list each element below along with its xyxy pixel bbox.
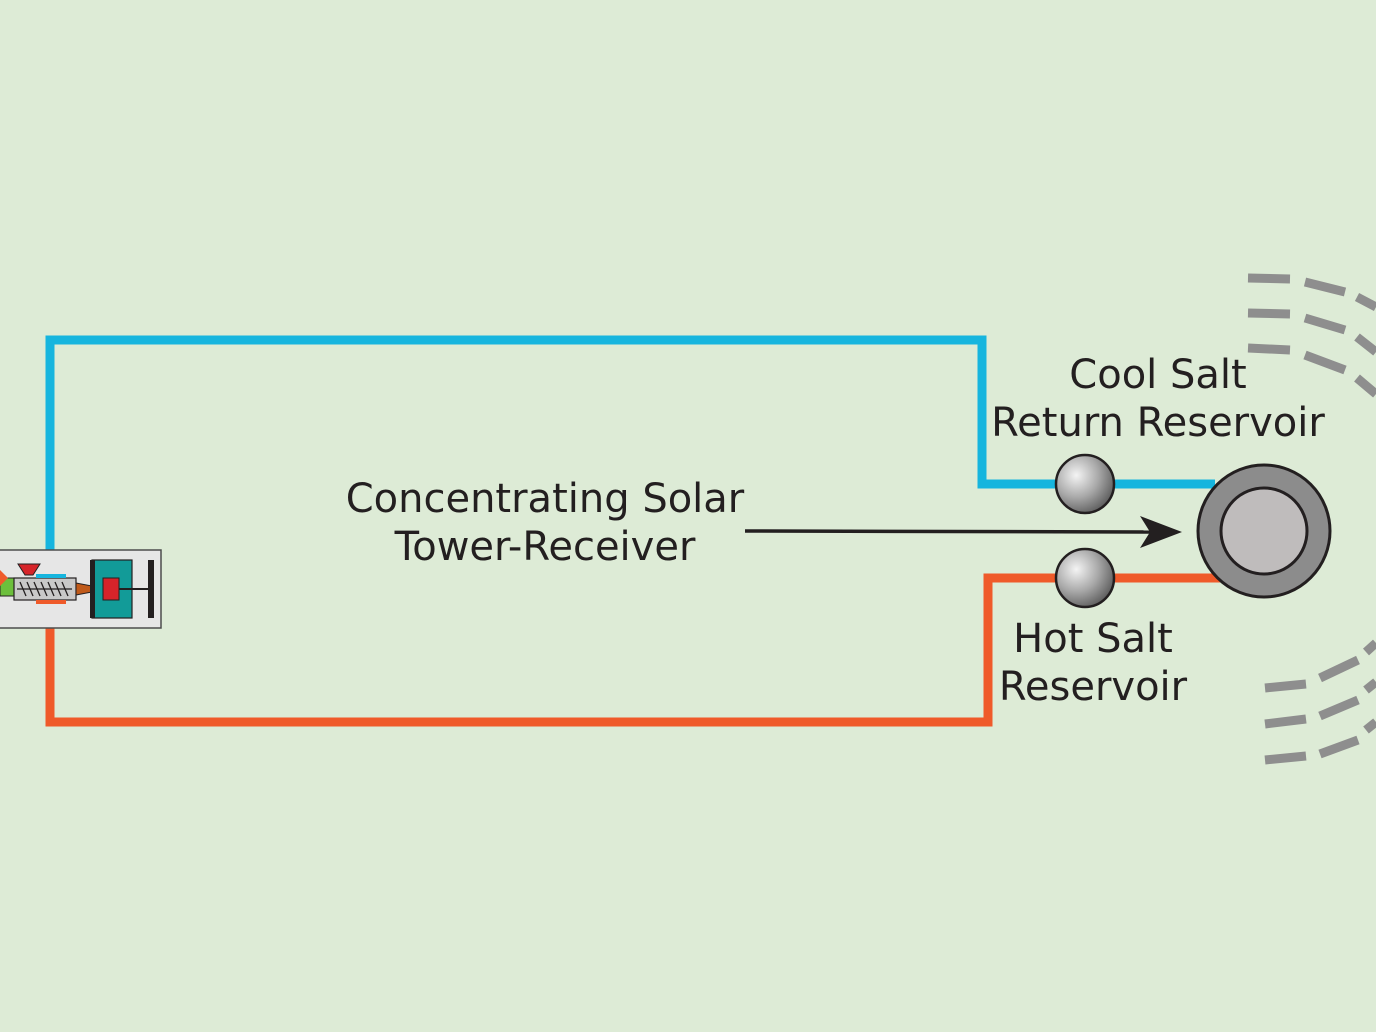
heliostat-segment bbox=[1264, 751, 1307, 765]
hot-reservoir-label-line2: Reservoir bbox=[999, 664, 1188, 710]
cool-reservoir-label-line1: Cool Salt bbox=[1069, 352, 1246, 398]
heliostat-segment bbox=[1303, 350, 1347, 375]
tower-arrow bbox=[744, 529, 1161, 534]
hot-reservoir-label-line1: Hot Salt bbox=[1013, 616, 1173, 662]
heliostat-segment bbox=[1354, 333, 1376, 356]
heliostat-segment bbox=[1247, 308, 1291, 319]
heliostat-segment bbox=[1247, 273, 1291, 284]
heliostat-segment bbox=[1362, 639, 1376, 656]
tower-receiver bbox=[1196, 463, 1332, 599]
heliostat-segment bbox=[1247, 343, 1291, 355]
heliostat-segment bbox=[1264, 679, 1307, 693]
hot-salt-reservoir bbox=[1054, 547, 1116, 609]
heliostat-segment bbox=[1354, 374, 1376, 398]
injection-molding-machine-icon bbox=[0, 549, 162, 629]
heliostat-segment bbox=[1264, 714, 1307, 729]
heliostat-segment bbox=[1318, 695, 1360, 721]
tower-arrow-head bbox=[1140, 516, 1182, 548]
heliostat-segment bbox=[1354, 293, 1376, 311]
heliostat-segment bbox=[1318, 655, 1360, 683]
tower-label-line2: Tower-Receiver bbox=[394, 524, 696, 570]
heliostat-segment bbox=[1303, 277, 1347, 297]
tower-label-line1: Concentrating Solar bbox=[346, 476, 745, 522]
heliostat-segment bbox=[1363, 718, 1376, 734]
heliostat-field-top bbox=[1247, 273, 1376, 398]
cool-reservoir-label-line2: Return Reservoir bbox=[991, 400, 1325, 446]
heliostat-segment bbox=[1318, 735, 1360, 759]
heliostat-segment bbox=[1303, 313, 1347, 335]
cool-salt-reservoir bbox=[1054, 453, 1116, 515]
heliostat-field-bottom bbox=[1264, 639, 1376, 765]
heliostat-segment bbox=[1363, 678, 1376, 694]
